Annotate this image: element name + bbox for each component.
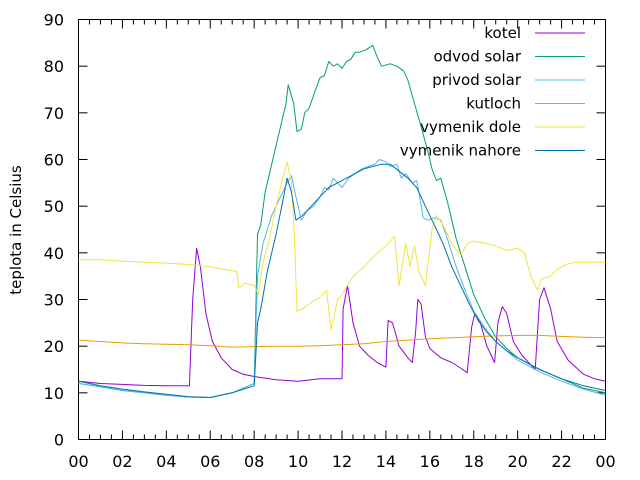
series-line-odvod-solar: [78, 44, 606, 398]
x-tick-label: 00: [595, 452, 615, 471]
legend-label: vymenik dole: [420, 118, 521, 136]
legend-label: privod solar: [432, 71, 522, 89]
legend: kotel odvod solar privod solar kutloch vymen…: [400, 24, 585, 160]
x-tick-label: 14: [376, 452, 396, 471]
y-tick-label: 30: [44, 291, 64, 310]
x-tick-label: 12: [332, 452, 352, 471]
legend-label: vymenik nahore: [400, 142, 521, 160]
y-tick-label: 0: [54, 431, 64, 450]
series-line-vymenik-nahore: [78, 163, 606, 398]
legend-label: kutloch: [466, 95, 521, 113]
x-tick-label: 16: [420, 452, 440, 471]
x-tick-label: 10: [288, 452, 308, 471]
y-tick-label: 50: [44, 197, 64, 216]
x-tick-label: 06: [200, 452, 220, 471]
y-tick-label: 90: [44, 11, 64, 30]
legend-label: kotel: [484, 24, 521, 42]
y-tick-label: 10: [44, 384, 64, 403]
y-tick-label: 70: [44, 104, 64, 123]
y-axis-title: teplota in Celsius: [7, 165, 25, 295]
x-tick-label: 04: [156, 452, 176, 471]
x-axis: 00 02 04 06 08 10 12 14 16 18 20 22 00: [68, 19, 616, 471]
legend-label: odvod solar: [433, 48, 521, 66]
series-line-privod-solar: [78, 159, 606, 398]
y-tick-label: 20: [44, 337, 64, 356]
x-tick-label: 02: [112, 452, 132, 471]
series-line-kutloch: [78, 334, 606, 348]
x-tick-label: 20: [507, 452, 527, 471]
x-tick-label: 00: [68, 452, 88, 471]
series-line-vymenik-dole: [78, 161, 606, 331]
series-line-kotel: [78, 247, 606, 387]
y-axis: 0 10 20 30 40 50 60 70 80 90: [44, 11, 606, 450]
x-tick-label: 22: [551, 452, 571, 471]
series-layer: [78, 44, 606, 398]
y-tick-label: 40: [44, 244, 64, 263]
y-tick-label: 60: [44, 151, 64, 170]
x-tick-label: 18: [464, 452, 484, 471]
y-tick-label: 80: [44, 57, 64, 76]
x-tick-label: 08: [244, 452, 264, 471]
